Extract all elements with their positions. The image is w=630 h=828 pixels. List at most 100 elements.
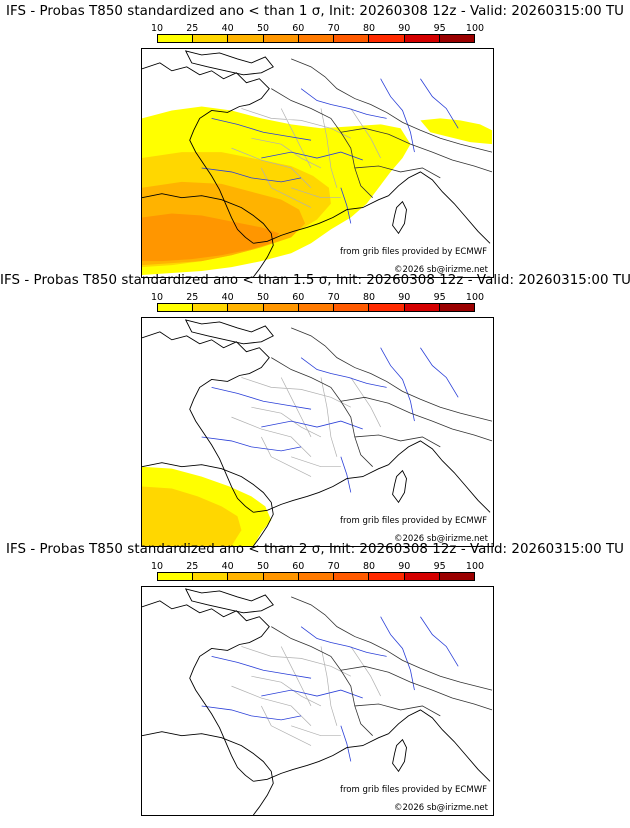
colorbar-swatch	[263, 304, 299, 311]
coastline	[253, 733, 389, 782]
colorbar-tick-label: 50	[256, 23, 270, 34]
river-line	[261, 689, 363, 699]
corsica-coastline	[392, 738, 407, 773]
colorbar-swatch	[298, 35, 335, 42]
admin-boundaries	[231, 646, 381, 746]
coastline	[142, 731, 274, 815]
coastline	[142, 331, 270, 513]
river-line	[420, 78, 459, 129]
colorbar-swatch	[439, 573, 474, 580]
admin-boundaries	[231, 108, 381, 208]
river-line	[201, 436, 302, 452]
colorbar-swatch	[334, 35, 370, 42]
colorbar-tick-label: 40	[221, 23, 234, 34]
river-line	[201, 167, 302, 183]
coastline	[253, 195, 389, 244]
colorbar-tick-label: 50	[256, 561, 270, 572]
coastline	[388, 171, 491, 244]
river-line	[211, 118, 312, 141]
country-border	[354, 165, 441, 179]
river-line	[420, 616, 459, 667]
data-credit: from grib files provided by ECMWF	[340, 247, 487, 257]
colorbar-tick-label: 80	[362, 561, 376, 572]
probability-area	[420, 118, 493, 145]
coastline	[253, 464, 389, 513]
colorbar-swatch	[439, 304, 474, 311]
colorbar-swatch	[193, 573, 229, 580]
colorbar-swatch	[193, 35, 229, 42]
river-line	[211, 387, 312, 410]
panel-title: IFS - Probas T850 standardized ano < tha…	[0, 273, 630, 288]
country-border	[354, 703, 441, 717]
colorbar-tick-label: 95	[433, 561, 446, 572]
colorbar-tick-label: 70	[327, 292, 340, 303]
corsica-coastline	[392, 469, 407, 504]
river-line	[420, 347, 459, 398]
colorbar-swatch	[228, 304, 264, 311]
colorbar-tick-label: 25	[186, 561, 199, 572]
panel-title: IFS - Probas T850 standardized ano < tha…	[5, 542, 625, 557]
colorbar-swatch	[298, 304, 335, 311]
colorbar-labels: 10 25 40 50 60 70 80 90 95 100	[151, 23, 484, 34]
uk-coastline	[184, 319, 274, 345]
colorbar-tick-label: 40	[221, 292, 234, 303]
colorbar-tick-label: 50	[256, 292, 270, 303]
colorbar-tick-label: 100	[465, 23, 485, 34]
colorbar-tick-label: 95	[433, 23, 446, 34]
map-svg	[142, 319, 493, 546]
coastline	[388, 440, 491, 513]
colorbar-swatch	[298, 573, 335, 580]
data-credit: from grib files provided by ECMWF	[340, 516, 487, 526]
colorbar-swatch	[158, 35, 194, 42]
colorbar-swatch	[334, 304, 370, 311]
river-line	[380, 78, 415, 153]
country-border	[271, 357, 373, 467]
river-line	[340, 725, 352, 762]
colorbar-swatch	[404, 573, 440, 580]
colorbar-swatch	[369, 35, 405, 42]
colorbar-tick-label: 60	[292, 561, 305, 572]
probability-area	[142, 486, 242, 546]
copyright-text: ©2026 sb@irizme.net	[394, 803, 488, 813]
colorbar-tick-label: 100	[465, 561, 485, 572]
colorbar-tick-label: 90	[398, 561, 411, 572]
colorbar-tick-label: 10	[150, 23, 164, 34]
colorbar-swatch	[158, 573, 194, 580]
probability-area	[142, 213, 280, 262]
colorbar-tick-label: 90	[398, 23, 411, 34]
copyright-text: ©2026 sb@irizme.net	[394, 534, 488, 544]
colorbar-tick-label: 10	[150, 561, 164, 572]
river-line	[300, 626, 387, 657]
colorbar-swatch	[158, 304, 194, 311]
country-border	[340, 127, 493, 173]
map-frame: from grib files provided by ECMWF ©2026 …	[141, 586, 494, 816]
coastline	[142, 62, 270, 244]
colorbar-tick-label: 70	[327, 23, 340, 34]
river-line	[340, 456, 352, 493]
colorbar-tick-label: 25	[186, 292, 199, 303]
colorbar	[157, 34, 475, 43]
copyright-text: ©2026 sb@irizme.net	[394, 265, 488, 275]
river-line	[261, 420, 363, 430]
colorbar-labels: 10 25 40 50 60 70 80 90 95 100	[151, 561, 484, 572]
panel-title: IFS - Probas T850 standardized ano < tha…	[5, 4, 625, 19]
colorbar-swatch	[228, 573, 264, 580]
river-line	[380, 616, 415, 691]
river-line	[340, 187, 352, 224]
country-border	[291, 58, 493, 153]
forecast-panel-2: IFS - Probas T850 standardized ano < tha…	[0, 269, 630, 547]
colorbar-labels: 10 25 40 50 60 70 80 90 95 100	[151, 292, 484, 303]
map-svg	[142, 588, 493, 815]
uk-coastline	[184, 588, 274, 614]
colorbar-swatch	[439, 35, 474, 42]
colorbar-swatch	[404, 35, 440, 42]
colorbar-swatch	[334, 573, 370, 580]
country-border	[291, 327, 493, 422]
colorbar-tick-label: 80	[362, 23, 376, 34]
river-line	[201, 705, 302, 721]
coastline	[142, 193, 274, 277]
map-svg	[142, 50, 493, 277]
river-line	[300, 88, 387, 119]
colorbar-tick-label: 90	[398, 292, 411, 303]
colorbar-tick-label: 100	[465, 292, 485, 303]
